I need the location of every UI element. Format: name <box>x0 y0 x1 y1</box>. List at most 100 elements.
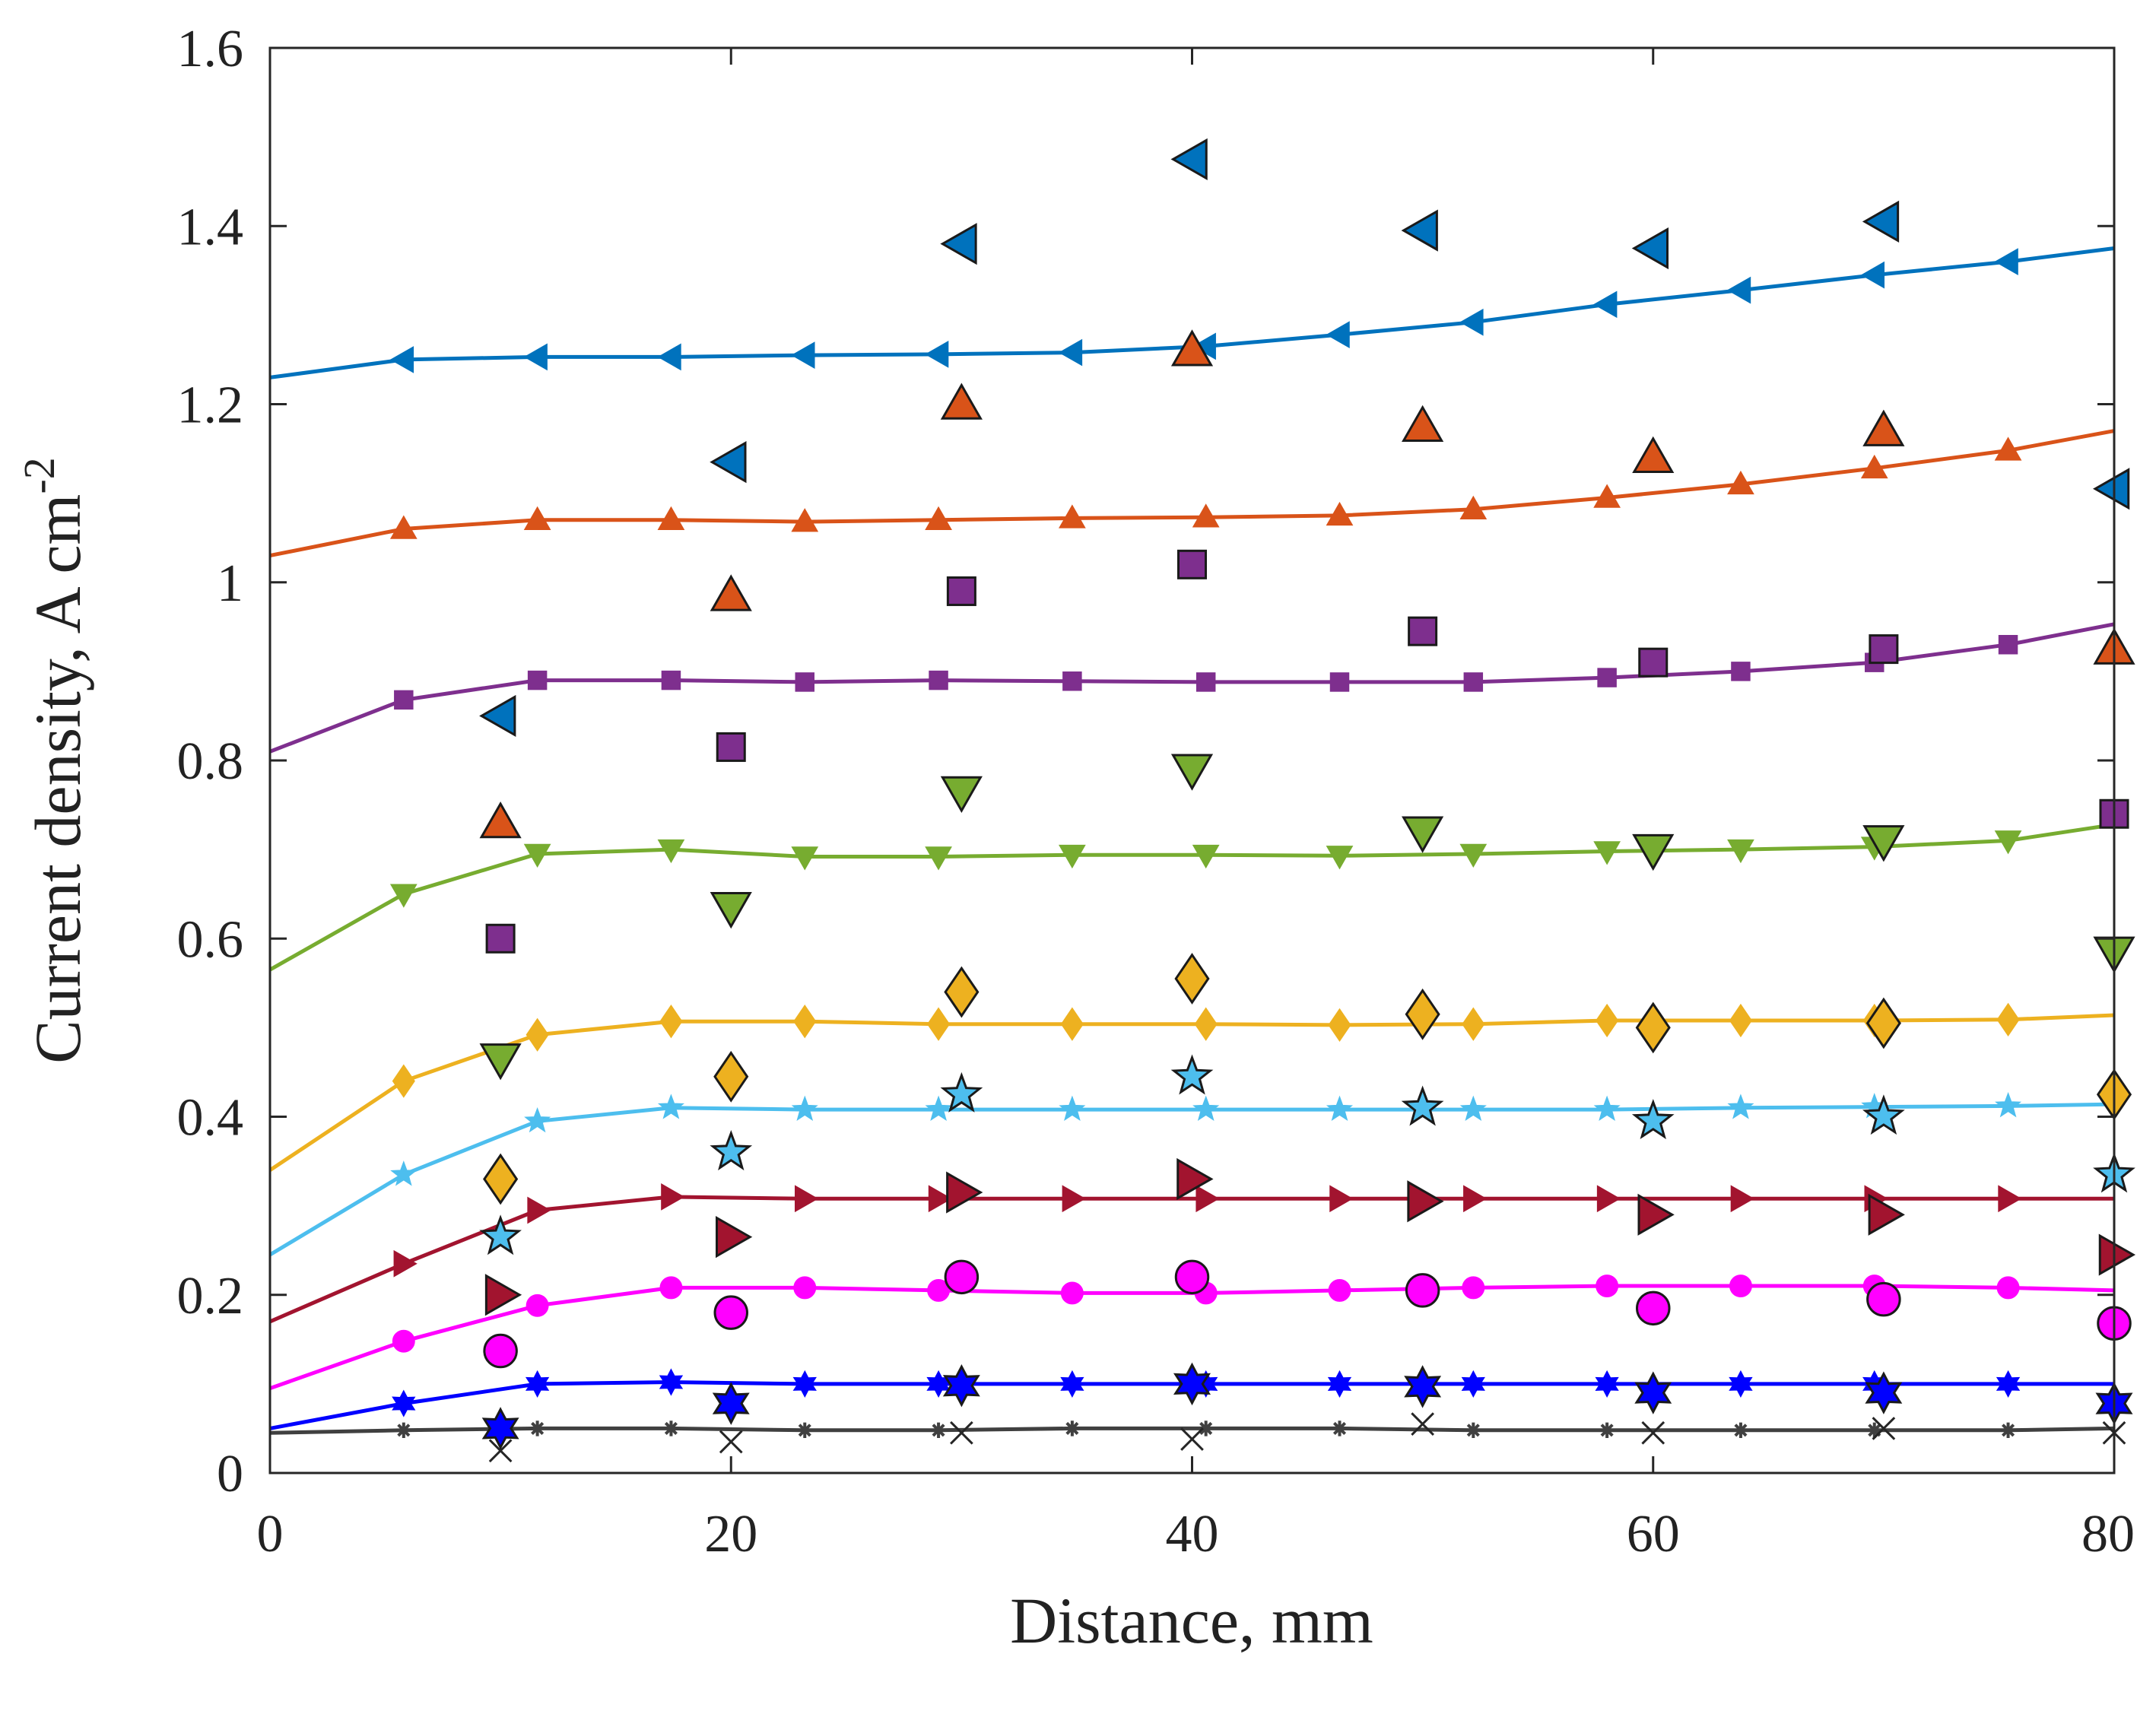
measured-point-5-4 <box>1174 953 1210 1005</box>
measured-point-1-4 <box>1170 138 1208 180</box>
model-point-9-2 <box>392 1389 416 1417</box>
model-point-1-11 <box>1593 290 1618 319</box>
model-point-5-4 <box>659 1005 683 1039</box>
model-point-7-14 <box>1998 1185 2022 1213</box>
model-point-4-5 <box>791 846 819 871</box>
model-point-7-10 <box>1463 1185 1488 1213</box>
y-tick-label: 0 <box>217 1445 243 1503</box>
x-tick-label: 80 <box>2081 1505 2135 1563</box>
model-point-8-5 <box>793 1276 817 1300</box>
measured-point-9-3 <box>942 1363 980 1408</box>
model-point-4-14 <box>1994 830 2022 855</box>
model-point-3-14 <box>1998 634 2018 655</box>
measured-point-8-3 <box>944 1259 980 1295</box>
model-point-3-2 <box>394 690 414 710</box>
measured-point-7-5 <box>1407 1180 1444 1223</box>
model-point-6-4 <box>657 1094 684 1119</box>
measured-point-9-4 <box>1173 1362 1211 1406</box>
y-tick-label: 1.6 <box>177 20 244 78</box>
model-point-7-6 <box>928 1185 953 1213</box>
measured-point-2-7 <box>1862 409 1905 446</box>
x-axis-title: Distance, mm <box>1010 1584 1373 1657</box>
measured-point-2-2 <box>710 574 752 611</box>
y-tick-label: 1 <box>217 554 243 613</box>
model-point-10-8 <box>1198 1421 1214 1436</box>
model-point-9-9 <box>1327 1370 1352 1398</box>
x-tick-label: 20 <box>704 1505 757 1563</box>
model-point-8-2 <box>392 1329 415 1353</box>
model-point-10-10 <box>1465 1422 1481 1438</box>
model-point-5-5 <box>793 1005 817 1039</box>
model-point-10-6 <box>930 1422 947 1438</box>
model-point-5-10 <box>1462 1007 1485 1041</box>
measured-point-10-2 <box>719 1430 743 1454</box>
measured-point-3-7 <box>1869 634 1899 665</box>
model-point-5-8 <box>1194 1007 1218 1041</box>
model-point-2-8 <box>1192 503 1220 528</box>
model-point-1-14 <box>1994 248 2018 275</box>
model-point-7-7 <box>1062 1185 1086 1213</box>
measured-point-6-6 <box>1631 1099 1675 1140</box>
model-point-5-6 <box>927 1007 951 1041</box>
model-point-8-7 <box>1060 1281 1084 1305</box>
model-point-3-8 <box>1195 672 1216 692</box>
model-point-8-12 <box>1729 1275 1752 1297</box>
model-point-7-2 <box>393 1249 418 1278</box>
model-point-5-11 <box>1596 1003 1619 1038</box>
model-point-9-12 <box>1729 1370 1753 1398</box>
measured-point-1-1 <box>479 694 516 738</box>
model-point-4-10 <box>1459 843 1488 868</box>
model-point-9-10 <box>1461 1370 1485 1398</box>
model-point-4-9 <box>1326 846 1354 870</box>
model-point-6-14 <box>1995 1091 2022 1118</box>
measured-point-7-3 <box>946 1171 983 1214</box>
measured-point-9-6 <box>1634 1371 1672 1414</box>
measured-point-1-2 <box>710 441 747 484</box>
model-point-1-3 <box>523 343 548 371</box>
measured-point-4-7 <box>1862 825 1905 862</box>
model-point-1-4 <box>657 343 681 371</box>
model-point-10-12 <box>1732 1422 1749 1438</box>
model-point-3-4 <box>661 670 681 690</box>
measured-point-3-1 <box>485 923 516 954</box>
model-point-7-11 <box>1596 1185 1621 1213</box>
model-point-8-14 <box>1996 1276 2020 1300</box>
model-point-7-5 <box>795 1185 819 1213</box>
model-point-6-3 <box>524 1106 551 1133</box>
model-point-9-14 <box>1996 1370 2021 1398</box>
model-point-6-9 <box>1326 1095 1354 1122</box>
model-point-3-3 <box>527 670 548 690</box>
measured-point-4-1 <box>479 1043 522 1081</box>
measured-point-1-6 <box>1631 227 1669 270</box>
measured-point-7-2 <box>716 1216 753 1259</box>
measured-point-9-5 <box>1404 1365 1442 1408</box>
model-point-1-12 <box>1726 276 1751 304</box>
measured-point-6-1 <box>479 1214 522 1255</box>
measured-point-10-4 <box>1180 1427 1204 1451</box>
model-point-10-7 <box>1064 1421 1081 1436</box>
measured-point-8-4 <box>1174 1259 1210 1295</box>
measured-point-5-2 <box>713 1050 749 1103</box>
model-point-2-2 <box>389 515 418 539</box>
measured-point-8-6 <box>1636 1290 1671 1326</box>
model-point-5-9 <box>1328 1008 1351 1043</box>
model-point-2-6 <box>925 506 952 531</box>
model-point-2-12 <box>1727 470 1754 495</box>
measured-point-10-5 <box>1411 1412 1434 1436</box>
y-axis-title: Current density, A cm-2 <box>14 457 94 1064</box>
x-tick-label: 40 <box>1166 1505 1219 1563</box>
y-axis: 0 0.2 0.4 0.6 0.8 1 1.2 1.4 1.6 <box>177 20 2114 1503</box>
model-point-10-2 <box>395 1422 412 1438</box>
model-point-2-3 <box>523 506 551 531</box>
model-point-6-10 <box>1459 1095 1487 1122</box>
measured-point-3-5 <box>1408 616 1438 646</box>
model-point-4-4 <box>657 839 685 864</box>
measured-point-5-3 <box>944 966 980 1018</box>
model-point-8-11 <box>1596 1275 1619 1297</box>
model-point-4-3 <box>523 843 551 868</box>
measured-point-2-4 <box>1170 329 1214 367</box>
model-point-1-5 <box>791 341 815 369</box>
measured-point-9-7 <box>1865 1371 1903 1414</box>
model-point-4-6 <box>925 846 952 871</box>
